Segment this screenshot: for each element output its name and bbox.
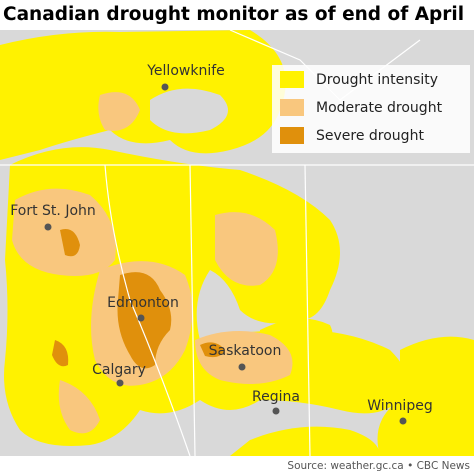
legend-swatch bbox=[280, 99, 304, 116]
city-label: Yellowknife bbox=[146, 63, 225, 79]
no-drought bbox=[150, 88, 228, 134]
legend-label: Moderate drought bbox=[316, 100, 443, 116]
legend: Drought intensity Moderate drought Sever… bbox=[272, 65, 470, 153]
legend-swatch bbox=[280, 71, 304, 88]
city-dot bbox=[161, 83, 169, 91]
moderate-drought bbox=[58, 380, 100, 434]
city-label: Winnipeg bbox=[367, 398, 432, 414]
legend-box bbox=[272, 65, 470, 153]
source: Source: weather.gc.ca • CBC News bbox=[287, 460, 470, 472]
cities: Yellowknife Fort St. John Edmonton Calga… bbox=[10, 63, 433, 425]
legend-swatch bbox=[280, 127, 304, 144]
city-label: Calgary bbox=[92, 362, 146, 378]
drought-area bbox=[230, 426, 380, 456]
city-label: Fort St. John bbox=[10, 203, 96, 219]
legend-label: Drought intensity bbox=[316, 72, 438, 88]
city-label: Saskatoon bbox=[209, 343, 282, 359]
severe-drought bbox=[60, 229, 80, 257]
city-dot bbox=[272, 407, 280, 415]
city-dot bbox=[137, 314, 145, 322]
city-dot bbox=[44, 223, 52, 231]
moderate-drought bbox=[215, 212, 278, 286]
city-dot bbox=[238, 363, 246, 371]
severe-drought bbox=[200, 342, 225, 358]
city-label: Edmonton bbox=[107, 295, 179, 311]
city-dot bbox=[116, 379, 124, 387]
moderate-drought bbox=[98, 92, 140, 131]
city-dot bbox=[399, 417, 407, 425]
city-label: Regina bbox=[252, 389, 300, 405]
title: Canadian drought monitor as of end of Ap… bbox=[3, 4, 464, 25]
severe-drought bbox=[52, 340, 69, 367]
severe-drought bbox=[117, 272, 172, 369]
drought-area bbox=[377, 336, 474, 456]
legend-label: Severe drought bbox=[316, 128, 424, 144]
moderate-drought bbox=[195, 331, 293, 384]
drought-area bbox=[0, 30, 286, 160]
